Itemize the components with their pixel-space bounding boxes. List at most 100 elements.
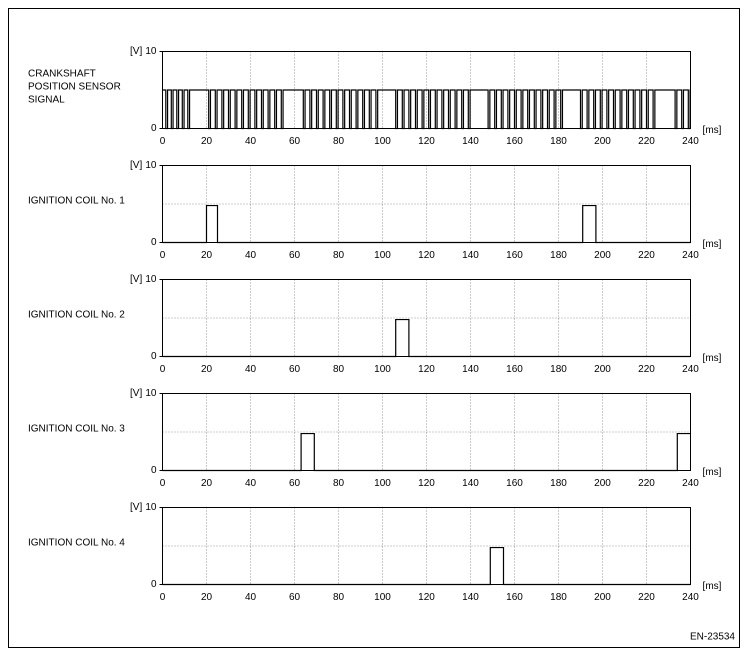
- x-tick-label: 80: [333, 592, 345, 603]
- x-tick-label: 20: [201, 592, 213, 603]
- x-tick-label: 40: [245, 364, 257, 375]
- x-tick-label: 160: [506, 364, 523, 375]
- x-tick-label: 240: [682, 250, 699, 261]
- x-tick-label: 0: [160, 478, 166, 489]
- x-tick-label: 240: [682, 364, 699, 375]
- x-tick-label: 240: [682, 136, 699, 147]
- x-tick-label: 20: [201, 478, 213, 489]
- x-tick-label: 160: [506, 592, 523, 603]
- x-axis-label: [ms]: [703, 353, 722, 364]
- x-tick-label: 0: [160, 250, 166, 261]
- signal-label: IGNITION COIL No. 4: [28, 538, 125, 549]
- y-axis-label: [V]: [130, 274, 142, 285]
- signal-label: IGNITION COIL No. 1: [28, 196, 125, 207]
- signal-line: [162, 432, 691, 472]
- x-tick-label: 80: [333, 478, 345, 489]
- x-tick-label: 120: [418, 136, 435, 147]
- x-tick-label: 140: [462, 592, 479, 603]
- y-tick-label: 10: [145, 274, 157, 285]
- signal-label: IGNITION COIL No. 3: [28, 424, 125, 435]
- x-tick-label: 20: [201, 250, 213, 261]
- y-tick-label: 0: [151, 579, 157, 590]
- y-tick-label: 0: [151, 123, 157, 134]
- x-tick-label: 140: [462, 136, 479, 147]
- x-tick-label: 60: [289, 364, 301, 375]
- x-tick-label: 0: [160, 364, 166, 375]
- x-tick-label: 240: [682, 592, 699, 603]
- x-tick-label: 180: [550, 136, 567, 147]
- x-tick-label: 80: [333, 250, 345, 261]
- x-tick-label: 120: [418, 250, 435, 261]
- x-tick-label: 100: [374, 364, 391, 375]
- signal-label: SIGNAL: [28, 95, 65, 106]
- x-axis-label: [ms]: [703, 581, 722, 592]
- x-tick-label: 40: [245, 136, 257, 147]
- y-tick-label: 10: [145, 388, 157, 399]
- x-tick-label: 180: [550, 478, 567, 489]
- x-tick-label: 40: [245, 250, 257, 261]
- signal-label: CRANKSHAFT: [28, 69, 96, 80]
- x-tick-label: 120: [418, 592, 435, 603]
- x-tick-label: 220: [638, 592, 655, 603]
- x-axis-label: [ms]: [703, 467, 722, 478]
- x-tick-label: 100: [374, 592, 391, 603]
- x-tick-label: 200: [594, 478, 611, 489]
- y-tick-label: 0: [151, 351, 157, 362]
- signal-line: [162, 318, 691, 358]
- x-tick-label: 200: [594, 136, 611, 147]
- x-tick-label: 0: [160, 136, 166, 147]
- y-tick-label: 10: [145, 46, 157, 57]
- signal-label: IGNITION COIL No. 2: [28, 310, 125, 321]
- signal-label: POSITION SENSOR: [28, 82, 121, 93]
- x-tick-label: 220: [638, 478, 655, 489]
- y-axis-label: [V]: [130, 160, 142, 171]
- outer-border: [8, 8, 740, 648]
- x-tick-label: 100: [374, 250, 391, 261]
- x-axis-label: [ms]: [703, 239, 722, 250]
- x-tick-label: 0: [160, 592, 166, 603]
- y-tick-label: 0: [151, 465, 157, 476]
- x-tick-label: 120: [418, 364, 435, 375]
- x-tick-label: 60: [289, 136, 301, 147]
- signal-line: [162, 204, 691, 244]
- x-tick-label: 160: [506, 136, 523, 147]
- x-tick-label: 100: [374, 478, 391, 489]
- x-tick-label: 140: [462, 478, 479, 489]
- x-tick-label: 120: [418, 478, 435, 489]
- x-tick-label: 160: [506, 478, 523, 489]
- x-tick-label: 220: [638, 364, 655, 375]
- x-tick-label: 60: [289, 592, 301, 603]
- x-tick-label: 200: [594, 250, 611, 261]
- signal-line: [162, 546, 691, 586]
- x-tick-label: 60: [289, 250, 301, 261]
- y-axis-label: [V]: [130, 46, 142, 57]
- x-tick-label: 180: [550, 250, 567, 261]
- y-axis-label: [V]: [130, 388, 142, 399]
- y-tick-label: 10: [145, 160, 157, 171]
- x-tick-label: 180: [550, 364, 567, 375]
- signal-line: [162, 89, 691, 130]
- x-tick-label: 20: [201, 136, 213, 147]
- y-axis-label: [V]: [130, 502, 142, 513]
- x-tick-label: 200: [594, 592, 611, 603]
- x-tick-label: 220: [638, 136, 655, 147]
- x-tick-label: 80: [333, 364, 345, 375]
- x-tick-label: 140: [462, 250, 479, 261]
- figure-code: EN-23534: [690, 632, 735, 643]
- x-tick-label: 100: [374, 136, 391, 147]
- y-tick-label: 10: [145, 502, 157, 513]
- x-tick-label: 80: [333, 136, 345, 147]
- x-tick-label: 40: [245, 592, 257, 603]
- x-tick-label: 180: [550, 592, 567, 603]
- x-tick-label: 240: [682, 478, 699, 489]
- x-tick-label: 200: [594, 364, 611, 375]
- x-tick-label: 160: [506, 250, 523, 261]
- y-tick-label: 0: [151, 237, 157, 248]
- x-tick-label: 60: [289, 478, 301, 489]
- x-tick-label: 220: [638, 250, 655, 261]
- x-tick-label: 40: [245, 478, 257, 489]
- x-tick-label: 140: [462, 364, 479, 375]
- x-tick-label: 20: [201, 364, 213, 375]
- x-axis-label: [ms]: [703, 125, 722, 136]
